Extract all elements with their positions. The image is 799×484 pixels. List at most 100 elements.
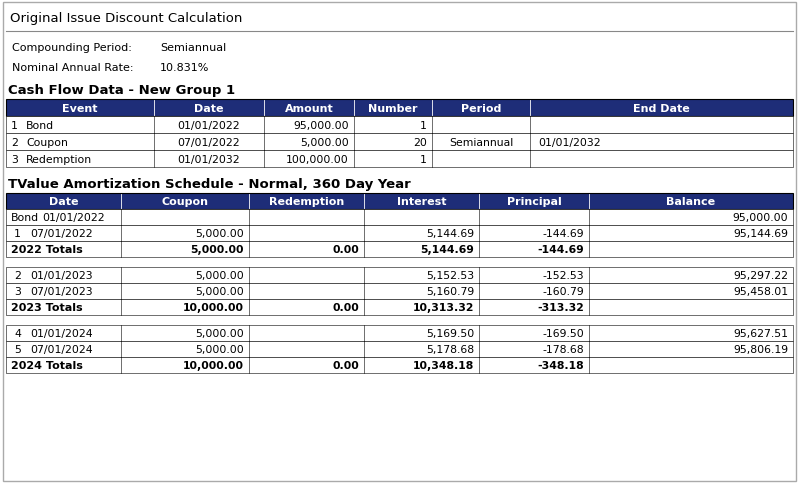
Text: 01/01/2022: 01/01/2022 xyxy=(177,120,240,130)
Text: 5,000.00: 5,000.00 xyxy=(195,328,244,338)
Text: 2023 Totals: 2023 Totals xyxy=(11,302,82,312)
Text: 0.00: 0.00 xyxy=(332,360,359,370)
Text: 07/01/2022: 07/01/2022 xyxy=(30,228,93,239)
Text: 07/01/2023: 07/01/2023 xyxy=(30,287,93,296)
Bar xyxy=(6,194,793,210)
Text: 5,000.00: 5,000.00 xyxy=(190,244,244,255)
Text: 5,178.68: 5,178.68 xyxy=(426,344,474,354)
Text: 5,169.50: 5,169.50 xyxy=(426,328,474,338)
Bar xyxy=(589,194,793,210)
Text: 95,806.19: 95,806.19 xyxy=(733,344,788,354)
Text: 3: 3 xyxy=(14,287,21,296)
Text: Redemption: Redemption xyxy=(26,154,92,164)
Bar xyxy=(6,100,793,117)
Text: 2: 2 xyxy=(11,137,18,147)
Bar xyxy=(6,194,121,210)
Text: Semiannual: Semiannual xyxy=(449,137,513,147)
Bar xyxy=(6,242,793,257)
Bar xyxy=(530,100,793,117)
Bar xyxy=(354,100,432,117)
Text: Coupon: Coupon xyxy=(161,197,209,207)
Text: 5,144.69: 5,144.69 xyxy=(426,228,474,239)
Text: Interest: Interest xyxy=(397,197,447,207)
Bar xyxy=(154,100,264,117)
Text: -348.18: -348.18 xyxy=(538,360,584,370)
Text: Date: Date xyxy=(49,197,78,207)
Text: 01/01/2022: 01/01/2022 xyxy=(42,212,105,223)
Text: Number: Number xyxy=(368,103,418,113)
Text: -313.32: -313.32 xyxy=(537,302,584,312)
Text: 5,000.00: 5,000.00 xyxy=(195,228,244,239)
Text: Bond: Bond xyxy=(26,120,54,130)
Text: 2022 Totals: 2022 Totals xyxy=(11,244,83,255)
Text: 5,000.00: 5,000.00 xyxy=(195,271,244,280)
Text: 95,297.22: 95,297.22 xyxy=(733,271,788,280)
Text: 1: 1 xyxy=(420,120,427,130)
Text: 20: 20 xyxy=(413,137,427,147)
Bar xyxy=(364,194,479,210)
Text: Compounding Period:: Compounding Period: xyxy=(12,43,132,53)
Bar xyxy=(6,284,793,300)
Text: 01/01/2032: 01/01/2032 xyxy=(538,137,601,147)
Text: Cash Flow Data - New Group 1: Cash Flow Data - New Group 1 xyxy=(8,83,235,96)
Text: 95,627.51: 95,627.51 xyxy=(733,328,788,338)
Text: -178.68: -178.68 xyxy=(543,344,584,354)
Bar xyxy=(6,341,793,357)
Text: -144.69: -144.69 xyxy=(543,228,584,239)
Text: 5,000.00: 5,000.00 xyxy=(195,287,244,296)
Text: TValue Amortization Schedule - Normal, 360 Day Year: TValue Amortization Schedule - Normal, 3… xyxy=(8,177,411,190)
Text: Date: Date xyxy=(194,103,224,113)
Text: 5,160.79: 5,160.79 xyxy=(426,287,474,296)
Text: 2: 2 xyxy=(14,271,21,280)
Text: 5,000.00: 5,000.00 xyxy=(195,344,244,354)
Text: 95,144.69: 95,144.69 xyxy=(733,228,788,239)
Text: Coupon: Coupon xyxy=(26,137,68,147)
Bar xyxy=(6,151,793,167)
Text: 4: 4 xyxy=(14,328,21,338)
Bar xyxy=(6,226,793,242)
Text: End Date: End Date xyxy=(633,103,690,113)
Bar xyxy=(6,210,793,226)
Bar xyxy=(249,194,364,210)
Text: Nominal Annual Rate:: Nominal Annual Rate: xyxy=(12,63,133,73)
Text: -144.69: -144.69 xyxy=(537,244,584,255)
Text: 01/01/2023: 01/01/2023 xyxy=(30,271,93,280)
Text: 100,000.00: 100,000.00 xyxy=(286,154,349,164)
Text: 0.00: 0.00 xyxy=(332,244,359,255)
Text: 95,458.01: 95,458.01 xyxy=(733,287,788,296)
Text: 5,144.69: 5,144.69 xyxy=(420,244,474,255)
Text: Semiannual: Semiannual xyxy=(160,43,226,53)
Bar xyxy=(121,194,249,210)
Bar xyxy=(6,117,793,134)
Text: 10.831%: 10.831% xyxy=(160,63,209,73)
Text: Event: Event xyxy=(62,103,97,113)
Bar xyxy=(6,100,154,117)
Text: -169.50: -169.50 xyxy=(543,328,584,338)
Text: Bond: Bond xyxy=(11,212,39,223)
Text: 1: 1 xyxy=(14,228,21,239)
Bar xyxy=(6,325,793,341)
Bar xyxy=(479,194,589,210)
Text: 95,000.00: 95,000.00 xyxy=(293,120,349,130)
Text: -160.79: -160.79 xyxy=(543,287,584,296)
Text: 5: 5 xyxy=(14,344,21,354)
Text: 1: 1 xyxy=(420,154,427,164)
Text: 01/01/2024: 01/01/2024 xyxy=(30,328,93,338)
Bar xyxy=(432,100,530,117)
Bar xyxy=(6,357,793,373)
Bar xyxy=(264,100,354,117)
Text: 5,000.00: 5,000.00 xyxy=(300,137,349,147)
Bar xyxy=(6,134,793,151)
Text: 07/01/2022: 07/01/2022 xyxy=(177,137,240,147)
Text: Period: Period xyxy=(461,103,501,113)
Text: Balance: Balance xyxy=(666,197,716,207)
Text: 10,348.18: 10,348.18 xyxy=(413,360,474,370)
Text: 5,152.53: 5,152.53 xyxy=(426,271,474,280)
Text: 10,313.32: 10,313.32 xyxy=(412,302,474,312)
Text: Original Issue Discount Calculation: Original Issue Discount Calculation xyxy=(10,12,242,25)
Text: 10,000.00: 10,000.00 xyxy=(183,360,244,370)
Bar xyxy=(6,268,793,284)
Text: Redemption: Redemption xyxy=(269,197,344,207)
Text: 07/01/2024: 07/01/2024 xyxy=(30,344,93,354)
Text: 01/01/2032: 01/01/2032 xyxy=(177,154,240,164)
